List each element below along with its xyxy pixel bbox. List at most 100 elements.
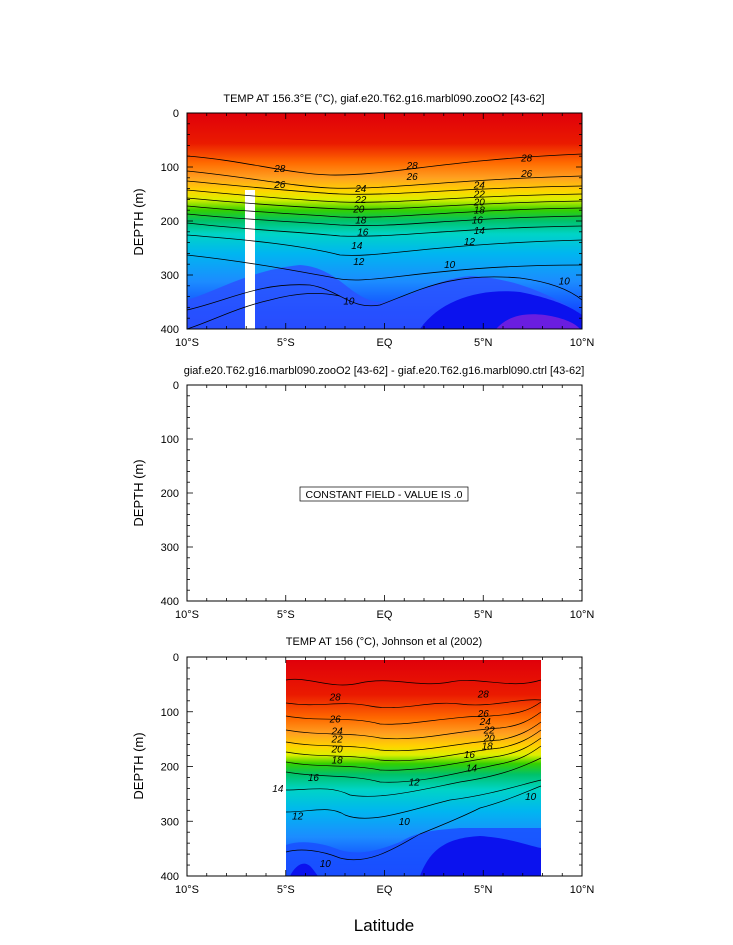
contour-label: 10 bbox=[343, 296, 355, 307]
panel-3-title: TEMP AT 156 (°C), Johnson et al (2002) bbox=[286, 636, 482, 648]
panel-3-ticks: 10°S 5°S EQ 5°N 10°N 0 100 200 300 400 bbox=[161, 652, 595, 896]
contour-label: 28 bbox=[273, 164, 286, 175]
x-tick-label: 10°S bbox=[175, 884, 199, 896]
contour-label: 10 bbox=[320, 859, 332, 870]
contour-label: 26 bbox=[273, 180, 286, 191]
x-tick-label: 5°S bbox=[277, 609, 295, 621]
contour-label: 16 bbox=[472, 215, 484, 226]
contour-label: 12 bbox=[353, 257, 365, 268]
x-tick-label: EQ bbox=[377, 884, 393, 896]
contour-label: 14 bbox=[474, 226, 486, 237]
contour-label: 10 bbox=[399, 817, 411, 828]
panel-1-ticks: 10°S 5°S EQ 5°N 10°N 0 100 200 300 400 bbox=[161, 108, 595, 349]
panel-2-ticks: 10°S 5°S EQ 5°N 10°N 0 100 200 300 400 bbox=[161, 380, 595, 621]
x-tick-label: 10°N bbox=[570, 884, 595, 896]
x-tick-label: 5°S bbox=[277, 337, 295, 349]
y-tick-label: 200 bbox=[161, 762, 179, 774]
panel-2-note-box bbox=[299, 486, 469, 502]
panel-2-ylabel: DEPTH (m) bbox=[131, 459, 146, 526]
contour-label: 18 bbox=[474, 206, 486, 217]
panel-1-violet-core bbox=[496, 314, 580, 329]
contour-label: 12 bbox=[409, 777, 421, 788]
contour-label: 18 bbox=[355, 215, 367, 226]
y-tick-label: 400 bbox=[161, 324, 179, 336]
contour-label: 24 bbox=[473, 180, 486, 191]
x-tick-label: 5°N bbox=[474, 884, 493, 896]
panel-3-field: 28 28262422201816141226242220181614121010… bbox=[272, 660, 542, 876]
panel-3-contour-labels: 28 28262422201816141226242220181614121010… bbox=[272, 690, 536, 870]
contour-label: 28 bbox=[520, 153, 533, 164]
panel-2-title: giaf.e20.T62.g16.marbl090.zooO2 [43-62] … bbox=[184, 365, 585, 377]
contour-label: 28 bbox=[477, 690, 490, 701]
contour-label: 16 bbox=[357, 227, 369, 238]
contour-label: 10 bbox=[444, 260, 456, 271]
contour-label: 20 bbox=[473, 198, 486, 209]
contour-label: 20 bbox=[331, 744, 344, 755]
y-tick-label: 0 bbox=[173, 652, 179, 664]
contour-label: 26 bbox=[520, 169, 533, 180]
panel-1-missing-band bbox=[245, 190, 255, 329]
x-tick-label: EQ bbox=[377, 609, 393, 621]
x-axis-label: Latitude bbox=[354, 916, 415, 935]
contour-label: 28 bbox=[406, 161, 419, 172]
panel-3-southern-core bbox=[290, 863, 318, 876]
contour-label: 14 bbox=[351, 241, 363, 252]
panel-3-deepest-water bbox=[420, 836, 541, 876]
contour-label: 18 bbox=[332, 755, 344, 766]
y-tick-label: 200 bbox=[161, 488, 179, 500]
x-tick-label: EQ bbox=[377, 337, 393, 349]
panel-1-title: TEMP AT 156.3°E (°C), giaf.e20.T62.g16.m… bbox=[223, 93, 544, 105]
y-tick-label: 100 bbox=[161, 434, 179, 446]
x-tick-label: 10°N bbox=[570, 337, 595, 349]
contour-label: 14 bbox=[272, 784, 284, 795]
x-tick-label: 10°S bbox=[175, 337, 199, 349]
x-tick-label: 10°S bbox=[175, 609, 199, 621]
panel-1-field: 2826282628262422201816141224222018161412… bbox=[186, 113, 583, 330]
panel-3-ylabel: DEPTH (m) bbox=[131, 732, 146, 799]
contour-label: 26 bbox=[329, 714, 342, 725]
x-tick-label: 5°S bbox=[277, 884, 295, 896]
y-tick-label: 400 bbox=[161, 871, 179, 883]
contour-label: 26 bbox=[477, 709, 490, 720]
panel-3: TEMP AT 156 (°C), Johnson et al (2002) 2… bbox=[131, 636, 594, 896]
contour-label: 22 bbox=[354, 195, 367, 206]
contour-label: 22 bbox=[483, 725, 496, 736]
contour-label: 22 bbox=[331, 735, 344, 746]
contour-label: 20 bbox=[352, 205, 365, 216]
panel-3-isotherms bbox=[285, 678, 542, 860]
contour-label: 16 bbox=[464, 750, 476, 761]
y-tick-label: 200 bbox=[161, 216, 179, 228]
contour-label: 12 bbox=[292, 811, 304, 822]
contour-label: 10 bbox=[559, 276, 571, 287]
y-tick-label: 0 bbox=[173, 380, 179, 392]
contour-label: 28 bbox=[329, 692, 342, 703]
contour-label: 22 bbox=[473, 190, 486, 201]
y-tick-label: 400 bbox=[161, 596, 179, 608]
contour-label: 26 bbox=[406, 172, 419, 183]
panel-1-ylabel: DEPTH (m) bbox=[131, 188, 146, 255]
contour-label: 14 bbox=[466, 764, 478, 775]
contour-label: 24 bbox=[331, 726, 344, 737]
y-tick-label: 0 bbox=[173, 108, 179, 120]
contour-label: 24 bbox=[354, 184, 367, 195]
contour-label: 12 bbox=[464, 237, 476, 248]
contour-label: 10 bbox=[525, 792, 537, 803]
y-tick-label: 100 bbox=[161, 707, 179, 719]
contour-label: 20 bbox=[483, 734, 496, 745]
y-tick-label: 300 bbox=[161, 542, 179, 554]
y-tick-label: 300 bbox=[161, 270, 179, 282]
contour-label: 16 bbox=[308, 773, 320, 784]
x-tick-label: 5°N bbox=[474, 337, 493, 349]
contour-label: 18 bbox=[482, 742, 494, 753]
panel-2-constant-field-note: CONSTANT FIELD - VALUE IS .0 bbox=[306, 489, 463, 501]
x-tick-label: 10°N bbox=[570, 609, 595, 621]
panel-1-isotherms bbox=[186, 153, 583, 330]
panel-1-contour-labels: 2826282628262422201816141224222018161412… bbox=[273, 153, 570, 307]
panel-1: TEMP AT 156.3°E (°C), giaf.e20.T62.g16.m… bbox=[131, 93, 594, 349]
y-tick-label: 100 bbox=[161, 162, 179, 174]
contour-label: 24 bbox=[479, 717, 492, 728]
x-tick-label: 5°N bbox=[474, 609, 493, 621]
y-tick-label: 300 bbox=[161, 816, 179, 828]
panel-2: giaf.e20.T62.g16.marbl090.zooO2 [43-62] … bbox=[131, 365, 594, 621]
